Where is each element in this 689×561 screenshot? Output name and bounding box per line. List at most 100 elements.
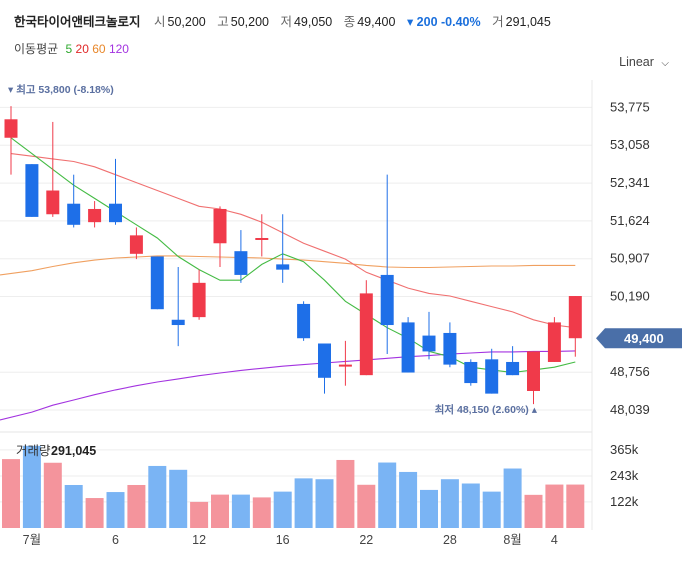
open-label: 시 bbox=[154, 15, 166, 29]
x-tick-label: 12 bbox=[192, 533, 206, 547]
volume-bar bbox=[127, 484, 146, 528]
candle-body bbox=[276, 264, 290, 270]
candle-body bbox=[506, 361, 520, 376]
volume-bar bbox=[211, 494, 229, 528]
candle-body bbox=[234, 251, 248, 275]
x-tick-label: 28 bbox=[443, 533, 457, 547]
candle-body bbox=[318, 343, 331, 378]
volume-bar bbox=[252, 497, 271, 528]
quote-header: 한국타이어앤테크놀로지 시 50,200 고 50,200 저 49,050 종 49,… bbox=[14, 11, 559, 30]
volume-bar bbox=[336, 459, 355, 528]
current-price-tag bbox=[596, 328, 682, 349]
candle-body bbox=[25, 164, 39, 217]
x-tick-label: 16 bbox=[276, 533, 290, 547]
current-price-label: 49,400 bbox=[624, 331, 664, 346]
volume-bar bbox=[503, 468, 522, 528]
price-tick-label: 48,039 bbox=[610, 402, 650, 417]
candle-body bbox=[443, 332, 457, 365]
volume-bar bbox=[378, 462, 397, 528]
volume-bar bbox=[315, 479, 334, 528]
volume-bar bbox=[43, 462, 62, 528]
candle-body bbox=[255, 237, 269, 240]
price-tick-label: 52,341 bbox=[610, 175, 650, 190]
volume-bar bbox=[524, 494, 543, 528]
ma120-line bbox=[0, 350, 576, 421]
moving-average-legend: 이동평균 5 20 60 120 bbox=[14, 40, 129, 57]
volume-bar bbox=[273, 491, 292, 528]
candle-body bbox=[109, 203, 122, 223]
high-label: 고 bbox=[217, 15, 229, 29]
volume-bar bbox=[106, 492, 125, 528]
low-label: 저 bbox=[280, 15, 292, 29]
volume-value: 291,045 bbox=[505, 15, 551, 29]
volume-total: 291,045 bbox=[51, 444, 96, 458]
candle-body bbox=[297, 303, 311, 339]
volume-tick-label: 122k bbox=[610, 494, 639, 509]
volume-bar bbox=[482, 491, 501, 528]
price-tick-label: 50,190 bbox=[610, 289, 650, 304]
candle-body bbox=[485, 359, 499, 394]
volume-bar bbox=[169, 469, 188, 528]
price-tick-label: 53,775 bbox=[610, 99, 650, 114]
volume-label: 거 bbox=[492, 15, 504, 29]
candle-body bbox=[422, 335, 436, 352]
candle-body bbox=[547, 322, 561, 362]
ma5-line bbox=[10, 137, 576, 374]
candle-body bbox=[527, 351, 540, 391]
scale-selector[interactable]: Linear ⌵ bbox=[619, 55, 669, 69]
candle-body bbox=[380, 274, 394, 326]
candle-body bbox=[150, 256, 164, 310]
price-tick-label: 51,624 bbox=[610, 213, 650, 228]
open-price: 50,200 bbox=[167, 15, 206, 29]
chevron-down-icon: ⌵ bbox=[661, 58, 669, 69]
price-change: ▾ 200 -0.40% bbox=[406, 15, 481, 29]
ma-60-label[interactable]: 60 bbox=[92, 42, 106, 56]
volume-bar bbox=[294, 478, 313, 528]
volume-bar bbox=[85, 498, 104, 528]
low-price: 49,050 bbox=[293, 15, 333, 29]
candle-body bbox=[46, 190, 60, 215]
volume-bar bbox=[566, 484, 585, 528]
high-price: 50,200 bbox=[230, 15, 269, 29]
volume-bar bbox=[190, 501, 209, 528]
price-tick-label: 50,907 bbox=[610, 251, 650, 266]
ma60-line bbox=[0, 255, 576, 276]
close-price: 49,400 bbox=[357, 15, 396, 29]
close-label: 종 bbox=[343, 15, 356, 29]
volume-tick-label: 243k bbox=[610, 468, 639, 483]
x-tick-label: 7월 bbox=[23, 533, 41, 547]
volume-bar bbox=[461, 483, 480, 528]
candle-body bbox=[129, 235, 143, 254]
volume-title: 거래량 bbox=[16, 444, 51, 458]
low-marker: 최저 48,150 (2.60%) ▴ bbox=[435, 403, 538, 416]
moving-average-title: 이동평균 bbox=[14, 42, 59, 56]
price-tick-label: 48,756 bbox=[610, 364, 650, 379]
candle-body bbox=[568, 296, 582, 339]
volume-bar bbox=[420, 489, 438, 528]
ma20-line bbox=[10, 153, 576, 329]
candle-body bbox=[192, 282, 206, 318]
candle-body bbox=[67, 203, 81, 225]
candle-body bbox=[401, 322, 415, 373]
candle-body bbox=[359, 293, 373, 376]
volume-tick-label: 365k bbox=[610, 442, 639, 457]
ma-5-label[interactable]: 5 bbox=[65, 42, 73, 56]
volume-bar bbox=[64, 484, 83, 528]
x-tick-label: 6 bbox=[112, 533, 119, 547]
candle-body bbox=[464, 361, 478, 384]
x-tick-label: 4 bbox=[551, 533, 558, 547]
scale-selector-label: Linear bbox=[619, 55, 654, 69]
x-tick-label: 22 bbox=[359, 533, 373, 547]
volume-bar bbox=[440, 479, 459, 528]
ma-120-label[interactable]: 120 bbox=[108, 42, 129, 56]
price-tick-label: 53,058 bbox=[610, 137, 650, 152]
volume-bar bbox=[148, 465, 167, 528]
candle-body bbox=[338, 364, 352, 367]
candle-body bbox=[4, 119, 18, 138]
ma-20-label[interactable]: 20 bbox=[75, 42, 89, 56]
volume-bar bbox=[357, 484, 376, 528]
volume-bar bbox=[2, 459, 20, 528]
candle-body bbox=[213, 208, 227, 244]
high-marker: ▾ 최고 53,800 (-8.18%) bbox=[8, 83, 114, 96]
